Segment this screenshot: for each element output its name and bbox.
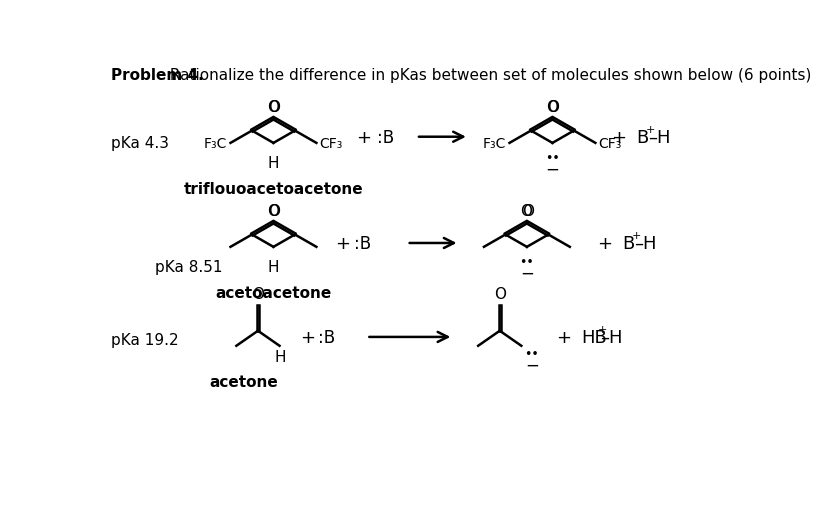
Text: −: − — [520, 264, 534, 282]
Text: :B: :B — [319, 328, 335, 346]
Text: ••: •• — [523, 347, 538, 361]
Text: pKa 19.2: pKa 19.2 — [110, 332, 178, 347]
Text: Problem 4.: Problem 4. — [110, 68, 203, 83]
Text: O: O — [494, 286, 506, 301]
Text: pKa 4.3: pKa 4.3 — [110, 136, 169, 151]
Text: HB: HB — [581, 328, 607, 346]
Text: H: H — [274, 349, 286, 364]
Text: Rationalize the difference in pKas between set of molecules shown below (6 point: Rationalize the difference in pKas betwe… — [165, 68, 811, 83]
Text: O: O — [522, 204, 533, 219]
Text: –H: –H — [599, 328, 622, 346]
Text: ••: •• — [519, 255, 534, 268]
Text: O: O — [520, 204, 532, 219]
Text: O: O — [548, 100, 559, 115]
Text: O: O — [267, 204, 278, 219]
Text: +: + — [611, 128, 626, 146]
Text: pKa 8.51: pKa 8.51 — [155, 259, 222, 274]
Text: +: + — [598, 325, 607, 334]
Text: B: B — [622, 234, 635, 252]
Text: O: O — [546, 100, 558, 115]
Text: CF₃: CF₃ — [599, 137, 622, 150]
Text: :B: :B — [377, 128, 395, 146]
Text: O: O — [252, 286, 264, 301]
Text: +: + — [335, 234, 350, 252]
Text: triflouoacetoacetone: triflouoacetoacetone — [184, 182, 364, 197]
Text: :B: :B — [354, 234, 371, 252]
Text: −: − — [525, 356, 539, 374]
Text: F₃C: F₃C — [483, 137, 507, 150]
Text: O: O — [268, 100, 280, 115]
Text: +: + — [645, 125, 655, 135]
Text: O: O — [268, 204, 280, 219]
Text: –H: –H — [634, 234, 656, 252]
Text: +: + — [300, 328, 315, 346]
Text: O: O — [267, 100, 278, 115]
Text: +: + — [631, 231, 641, 241]
Text: −: − — [546, 161, 559, 178]
Text: B: B — [636, 128, 649, 146]
Text: CF₃: CF₃ — [319, 137, 343, 150]
Text: +: + — [556, 328, 571, 346]
Text: ••: •• — [545, 152, 560, 164]
Text: H: H — [268, 156, 279, 171]
Text: H: H — [268, 260, 279, 275]
Text: acetone: acetone — [210, 374, 278, 389]
Text: +: + — [357, 128, 372, 146]
Text: +: + — [597, 234, 612, 252]
Text: –H: –H — [648, 128, 670, 146]
Text: acetoacetone: acetoacetone — [216, 285, 332, 300]
Text: F₃C: F₃C — [204, 137, 227, 150]
